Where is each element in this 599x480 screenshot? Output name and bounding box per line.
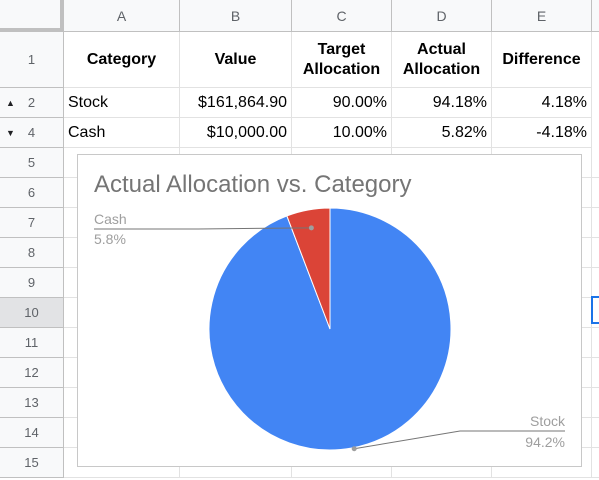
cell-c4[interactable]: 10.00% bbox=[292, 118, 392, 148]
selection-border bbox=[591, 296, 599, 324]
caret-down-icon[interactable]: ▼ bbox=[6, 127, 15, 138]
pie-chart-canvas bbox=[94, 207, 565, 452]
row-header-1[interactable]: 1 bbox=[0, 32, 64, 88]
slice-label-stock-name: Stock bbox=[529, 413, 565, 429]
row-header-11[interactable]: 11 bbox=[0, 328, 64, 358]
row-header-5[interactable]: 5 bbox=[0, 148, 64, 178]
header-text-line1: Target bbox=[317, 40, 366, 58]
header-cell-difference[interactable]: Difference bbox=[492, 32, 592, 88]
row-header-4[interactable]: ▼ 4 bbox=[0, 118, 64, 148]
row-header-2[interactable]: ▲ 2 bbox=[0, 88, 64, 118]
pie-slice-cash[interactable] bbox=[286, 207, 331, 330]
empty-cell[interactable] bbox=[592, 358, 599, 388]
cell-e4[interactable]: -4.18% bbox=[492, 118, 592, 148]
cell-a4[interactable]: Cash bbox=[64, 118, 180, 148]
column-header-e[interactable]: E bbox=[492, 0, 592, 32]
row-header-13[interactable]: 13 bbox=[0, 388, 64, 418]
empty-cell[interactable] bbox=[592, 268, 599, 298]
row-header-14[interactable]: 14 bbox=[0, 418, 64, 448]
header-text-line2: Allocation bbox=[302, 60, 381, 78]
row-number: 1 bbox=[27, 52, 36, 67]
empty-cell[interactable] bbox=[592, 328, 599, 358]
caret-up-icon[interactable]: ▲ bbox=[6, 97, 15, 108]
chart-title: Actual Allocation vs. Category bbox=[94, 171, 412, 198]
select-all-corner[interactable] bbox=[0, 0, 64, 32]
slice-label-cash-name: Cash bbox=[94, 211, 127, 227]
column-header-c[interactable]: C bbox=[292, 0, 392, 32]
header-cell-target-allocation[interactable]: Target Allocation bbox=[292, 32, 392, 88]
leader-line-stock bbox=[354, 430, 565, 450]
header-cell-category[interactable]: Category bbox=[64, 32, 180, 88]
empty-cell[interactable] bbox=[592, 418, 599, 448]
header-text-line1: Actual bbox=[417, 40, 466, 58]
header-text-line2: Allocation bbox=[402, 60, 481, 78]
column-header-b[interactable]: B bbox=[180, 0, 292, 32]
empty-cell[interactable] bbox=[592, 178, 599, 208]
cell-e2[interactable]: 4.18% bbox=[492, 88, 592, 118]
cell-d4[interactable]: 5.82% bbox=[392, 118, 492, 148]
row-number: 4 bbox=[27, 125, 36, 140]
leader-line-cash bbox=[94, 227, 312, 230]
column-header-f[interactable] bbox=[592, 0, 599, 32]
empty-cell[interactable] bbox=[592, 448, 599, 478]
row-header-10[interactable]: 10 bbox=[0, 298, 64, 328]
header-text: Category bbox=[86, 50, 157, 68]
row-header-15[interactable]: 15 bbox=[0, 448, 64, 478]
header-cell-actual-allocation[interactable]: Actual Allocation bbox=[392, 32, 492, 88]
row-header-9[interactable]: 9 bbox=[0, 268, 64, 298]
row-header-12[interactable]: 12 bbox=[0, 358, 64, 388]
column-header-a[interactable]: A bbox=[64, 0, 180, 32]
cell-d2[interactable]: 94.18% bbox=[392, 88, 492, 118]
row-header-8[interactable]: 8 bbox=[0, 238, 64, 268]
cell-c2[interactable]: 90.00% bbox=[292, 88, 392, 118]
leader-dot-stock bbox=[351, 446, 357, 452]
header-cell-value[interactable]: Value bbox=[180, 32, 292, 88]
pie-chart[interactable]: Actual Allocation vs. Category Cash 5.8%… bbox=[77, 154, 582, 467]
header-text: Difference bbox=[502, 50, 581, 68]
leader-dot-cash bbox=[308, 225, 314, 231]
cell-a2[interactable]: Stock bbox=[64, 88, 180, 118]
slice-label-stock-percent: 94.2% bbox=[525, 434, 565, 450]
empty-cell[interactable] bbox=[592, 208, 599, 238]
empty-cell[interactable] bbox=[592, 238, 599, 268]
empty-cell[interactable] bbox=[492, 448, 592, 478]
empty-cell[interactable] bbox=[592, 388, 599, 418]
row-number: 2 bbox=[27, 95, 36, 110]
row-header-7[interactable]: 7 bbox=[0, 208, 64, 238]
column-header-d[interactable]: D bbox=[392, 0, 492, 32]
row-header-6[interactable]: 6 bbox=[0, 178, 64, 208]
cell-b2[interactable]: $161,864.90 bbox=[180, 88, 292, 118]
empty-cell[interactable] bbox=[592, 298, 599, 328]
empty-cell[interactable] bbox=[592, 148, 599, 178]
cell-b4[interactable]: $10,000.00 bbox=[180, 118, 292, 148]
slice-label-cash-percent: 5.8% bbox=[94, 231, 126, 247]
header-text: Value bbox=[214, 50, 257, 68]
